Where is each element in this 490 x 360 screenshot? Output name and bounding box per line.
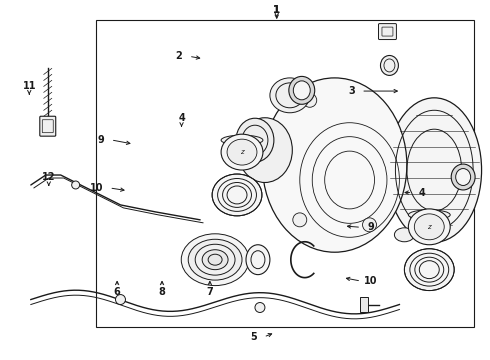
Ellipse shape (195, 244, 235, 275)
Text: z: z (240, 149, 244, 155)
Circle shape (363, 218, 376, 232)
Bar (96, 21, 474, 327)
Text: 11: 11 (23, 81, 36, 91)
Circle shape (303, 93, 317, 107)
Ellipse shape (415, 214, 444, 240)
Ellipse shape (294, 81, 310, 100)
Text: 10: 10 (90, 183, 103, 193)
Ellipse shape (289, 76, 315, 104)
Ellipse shape (221, 135, 263, 145)
Text: 3: 3 (348, 86, 355, 96)
Text: 9: 9 (368, 222, 374, 232)
Text: 10: 10 (364, 276, 378, 286)
Ellipse shape (408, 210, 450, 220)
FancyBboxPatch shape (378, 24, 396, 40)
Ellipse shape (221, 134, 263, 170)
FancyBboxPatch shape (40, 116, 56, 136)
Ellipse shape (456, 168, 470, 185)
Text: 8: 8 (159, 287, 166, 297)
Ellipse shape (387, 98, 482, 242)
Circle shape (72, 181, 80, 189)
Ellipse shape (181, 234, 249, 285)
Ellipse shape (451, 164, 475, 190)
Circle shape (116, 294, 125, 305)
Ellipse shape (394, 228, 415, 242)
Text: 7: 7 (206, 287, 213, 297)
Ellipse shape (276, 83, 304, 108)
Text: 1: 1 (273, 5, 280, 15)
Text: 4: 4 (178, 113, 185, 123)
Ellipse shape (380, 55, 398, 75)
Text: 6: 6 (114, 287, 121, 297)
Circle shape (255, 302, 265, 312)
Ellipse shape (212, 174, 262, 216)
Bar (360, 297, 368, 312)
Ellipse shape (202, 250, 228, 270)
Ellipse shape (236, 118, 274, 162)
Ellipse shape (227, 139, 257, 165)
Ellipse shape (246, 245, 270, 275)
Ellipse shape (408, 209, 450, 245)
Text: 9: 9 (98, 135, 104, 145)
Ellipse shape (188, 239, 242, 280)
Text: 5: 5 (250, 332, 257, 342)
Ellipse shape (263, 78, 407, 252)
Ellipse shape (238, 118, 293, 183)
Ellipse shape (404, 249, 454, 291)
Text: z: z (427, 224, 431, 230)
Text: 2: 2 (176, 51, 182, 61)
Text: 1: 1 (273, 5, 280, 15)
Ellipse shape (270, 78, 310, 113)
Text: 4: 4 (418, 188, 425, 198)
Circle shape (293, 213, 307, 227)
Text: 12: 12 (42, 172, 55, 182)
